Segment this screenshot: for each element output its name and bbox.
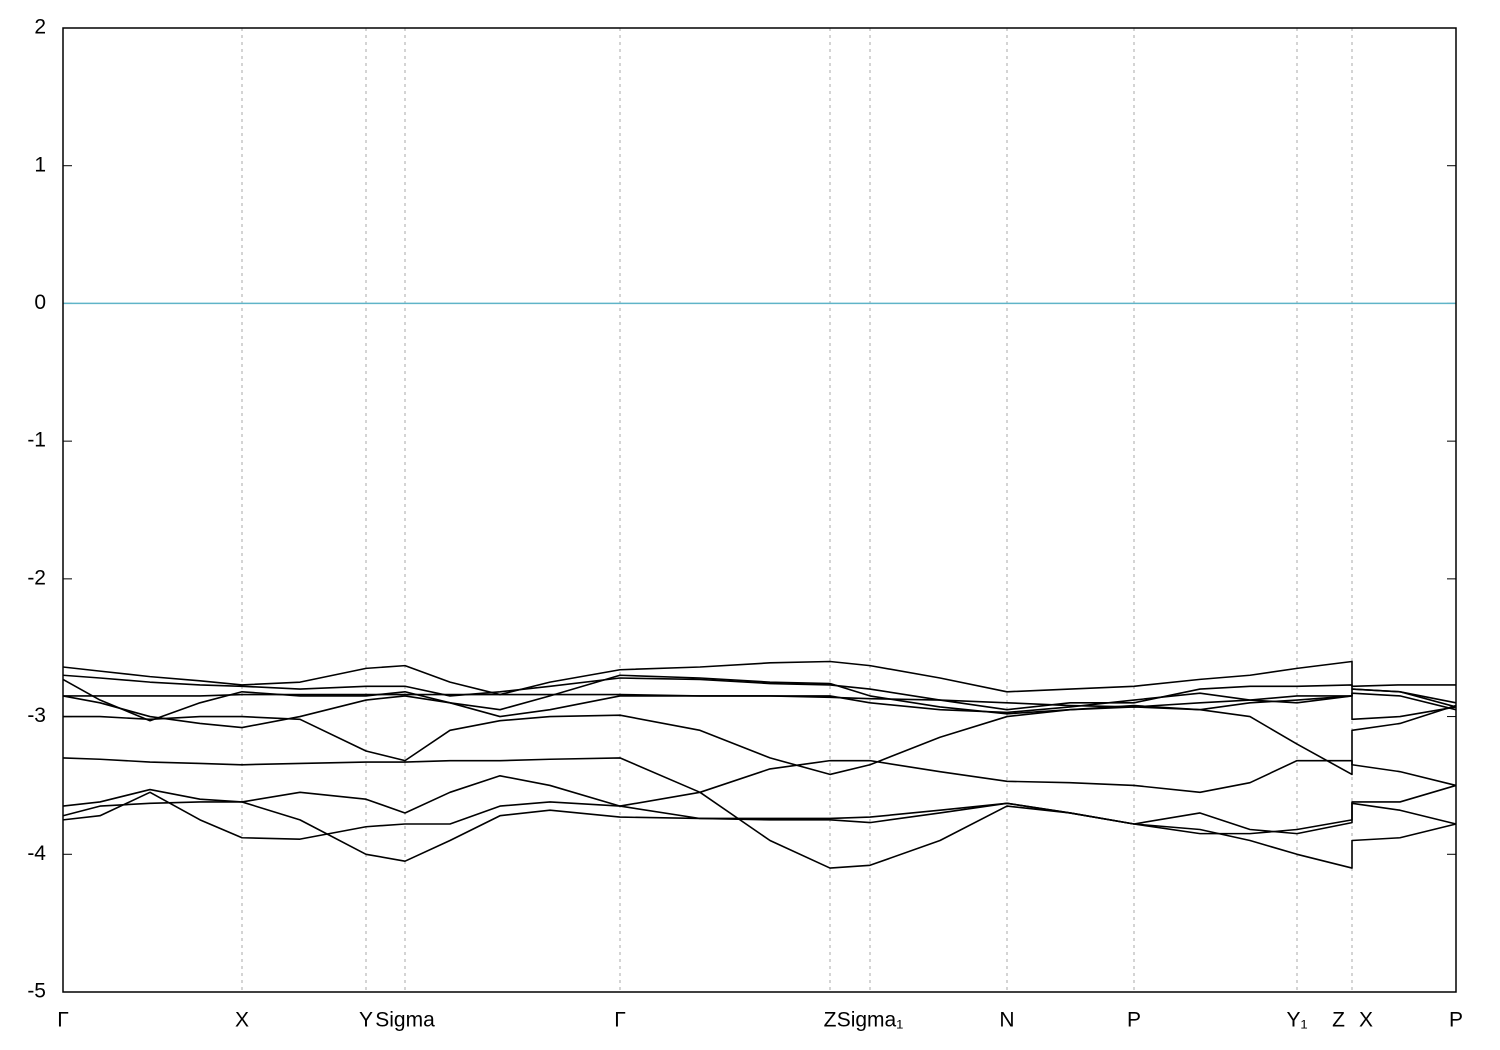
x-tick-label: Z [824, 1009, 837, 1032]
y-tick-label: 1 [34, 153, 46, 176]
band-line [62, 759, 1457, 814]
x-tick-label: Sigma [375, 1009, 435, 1032]
band-line [62, 674, 1457, 776]
band-line [62, 678, 1457, 722]
band-line [62, 660, 1456, 696]
x-tick-label: P [1127, 1009, 1141, 1032]
x-tick-label: Γ [614, 1009, 626, 1032]
x-tick-label: Z [1332, 1009, 1345, 1032]
band-line [62, 757, 1457, 869]
y-tick-label: -1 [27, 429, 46, 452]
plot-frame [62, 27, 1457, 993]
x-tick-label: N [999, 1009, 1014, 1032]
x-tick-label: Y₁ [1286, 1009, 1307, 1032]
y-tick-label: -4 [27, 842, 46, 865]
band-line [62, 674, 1457, 711]
x-tick-label: X [1359, 1009, 1373, 1032]
y-tick-label: 2 [34, 16, 46, 39]
y-tick-label: -3 [27, 704, 46, 727]
y-tick-label: -5 [27, 980, 46, 1003]
band-line [63, 692, 1457, 776]
x-tick-label: P [1449, 1009, 1463, 1032]
band-line [62, 791, 1457, 840]
y-tick-label: 0 [34, 291, 46, 314]
x-tick-label: Sigma₁ [837, 1009, 904, 1032]
band-line [62, 784, 1457, 862]
x-tick-label: Y [359, 1009, 373, 1032]
x-tick-label: X [235, 1009, 249, 1032]
x-tick-label: Γ [57, 1009, 69, 1032]
y-tick-label: -2 [27, 566, 46, 589]
